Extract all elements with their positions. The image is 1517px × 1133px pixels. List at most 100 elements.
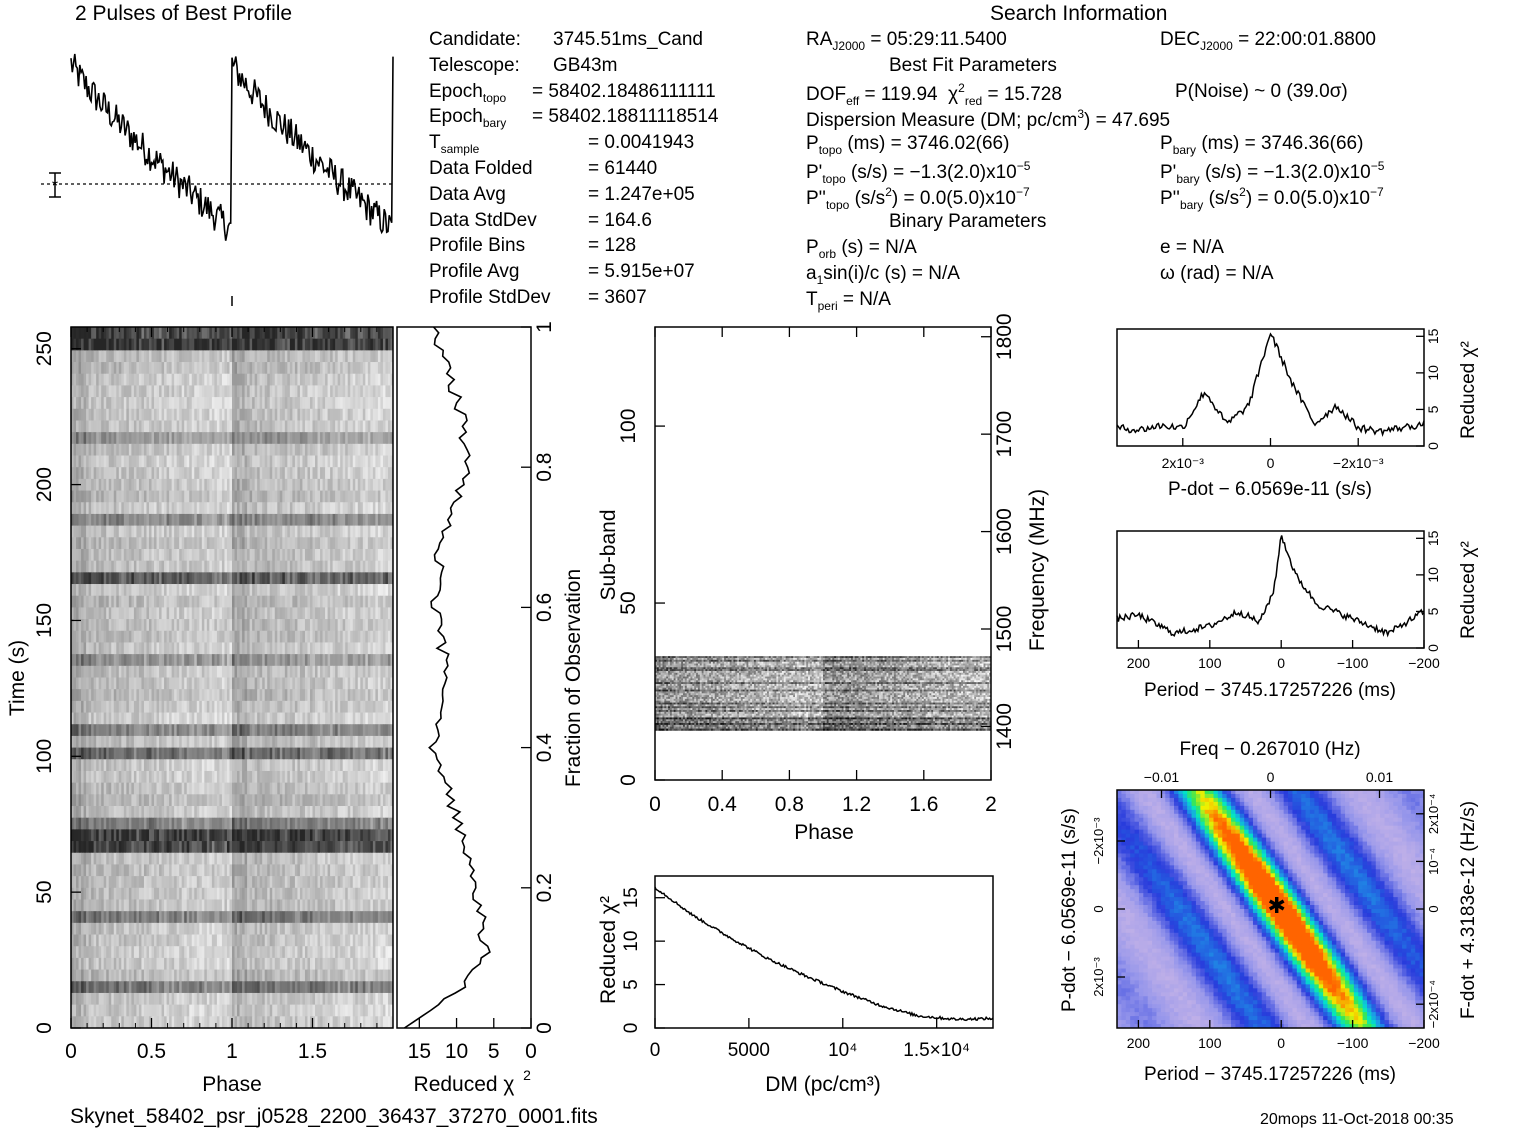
heatmap-cell	[247, 630, 251, 643]
heatmap-cell	[232, 350, 235, 363]
heatmap-cell	[365, 548, 369, 562]
heatmap-cell	[237, 770, 240, 784]
heatmap-cell	[385, 467, 389, 480]
heatmap-cell	[370, 467, 374, 480]
heatmap-cell	[224, 350, 228, 363]
heatmap-cell	[86, 327, 90, 340]
heatmap-cell	[292, 642, 296, 655]
heatmap-cell	[382, 443, 386, 456]
heatmap-cell	[267, 525, 271, 538]
heatmap-cell	[362, 327, 366, 340]
heatmap-cell	[247, 642, 251, 655]
heatmap-cell	[309, 408, 313, 421]
heatmap-cell	[264, 724, 268, 737]
heatmap-cell	[106, 712, 110, 725]
heatmap-cell	[101, 525, 105, 538]
heatmap-cell	[161, 443, 165, 456]
heatmap-cell	[350, 724, 354, 737]
heatmap-cell	[302, 432, 306, 445]
heatmap-cell	[307, 502, 311, 515]
heatmap-cell	[113, 770, 117, 784]
heatmap-cell	[337, 735, 341, 748]
heatmap-cell	[146, 478, 150, 491]
heatmap-cell	[93, 408, 97, 421]
heatmap-cell	[282, 455, 286, 468]
heatmap-cell	[154, 619, 157, 632]
heatmap-cell	[390, 595, 394, 608]
heatmap-cell	[342, 642, 346, 655]
heatmap-cell	[320, 584, 323, 597]
heatmap-cell	[297, 467, 301, 480]
heatmap-cell	[372, 338, 376, 351]
heatmap-cell	[96, 385, 100, 398]
heatmap-cell	[86, 455, 90, 468]
heatmap-cell	[332, 735, 336, 748]
heatmap-cell	[382, 362, 386, 375]
heatmap-cell	[106, 525, 110, 538]
heatmap-cell	[345, 502, 349, 515]
heatmap-cell	[194, 735, 198, 748]
heatmap-cell	[171, 548, 175, 562]
heatmap-cell	[287, 548, 291, 562]
heatmap-cell	[345, 689, 349, 702]
heatmap-cell	[294, 607, 298, 620]
heatmap-cell	[131, 548, 135, 562]
heatmap-cell	[380, 455, 384, 468]
heatmap-cell	[191, 560, 195, 573]
heatmap-cell	[337, 478, 341, 491]
heatmap-cell	[146, 373, 150, 386]
heatmap-cell	[360, 397, 364, 410]
heatmap-cell	[279, 478, 283, 491]
heatmap-cell	[181, 408, 185, 421]
heatmap-cell	[330, 747, 334, 760]
heatmap-cell	[252, 724, 256, 737]
heatmap-cell	[274, 735, 278, 748]
heatmap-cell	[377, 548, 381, 562]
heatmap-cell	[234, 525, 238, 538]
heatmap-cell	[78, 607, 82, 620]
heatmap-cell	[174, 759, 178, 772]
heatmap-cell	[297, 408, 301, 421]
heatmap-cell	[372, 560, 376, 573]
heatmap-cell	[320, 712, 323, 725]
heatmap-cell	[332, 700, 336, 713]
heatmap-cell	[269, 397, 273, 410]
heatmap-cell	[221, 747, 225, 760]
heatmap-cell	[216, 654, 220, 667]
heatmap-cell	[108, 338, 112, 351]
heatmap-cell	[108, 712, 112, 725]
heatmap-cell	[322, 642, 326, 655]
heatmap-cell	[86, 525, 90, 538]
heatmap-cell	[327, 607, 331, 620]
heatmap-cell	[390, 408, 394, 421]
heatmap-cell	[186, 385, 190, 398]
heatmap-cell	[216, 455, 220, 468]
heatmap-cell	[370, 654, 374, 667]
heatmap-cell	[136, 572, 140, 585]
heatmap-cell	[342, 677, 346, 690]
heatmap-cell	[108, 478, 112, 491]
heatmap-cell	[257, 724, 261, 737]
heatmap-cell	[244, 595, 248, 608]
heatmap-cell	[98, 735, 102, 748]
heatmap-cell	[211, 572, 215, 585]
heatmap-cell	[294, 350, 298, 363]
heatmap-cell	[93, 362, 97, 375]
heatmap-cell	[83, 584, 87, 597]
heatmap-cell	[148, 630, 152, 643]
heatmap-cell	[93, 420, 97, 433]
heatmap-cell	[204, 443, 208, 456]
heatmap-cell	[234, 373, 238, 386]
heatmap-cell	[181, 373, 185, 386]
heatmap-cell	[128, 432, 132, 445]
heatmap-cell	[154, 327, 157, 340]
heatmap-cell	[277, 513, 281, 527]
heatmap-cell	[209, 467, 213, 480]
heatmap-cell	[312, 712, 316, 725]
heatmap-cell	[151, 338, 155, 351]
heatmap-cell	[96, 712, 100, 725]
heatmap-cell	[282, 747, 286, 760]
heatmap-cell	[262, 478, 266, 491]
heatmap-cell	[304, 467, 308, 480]
